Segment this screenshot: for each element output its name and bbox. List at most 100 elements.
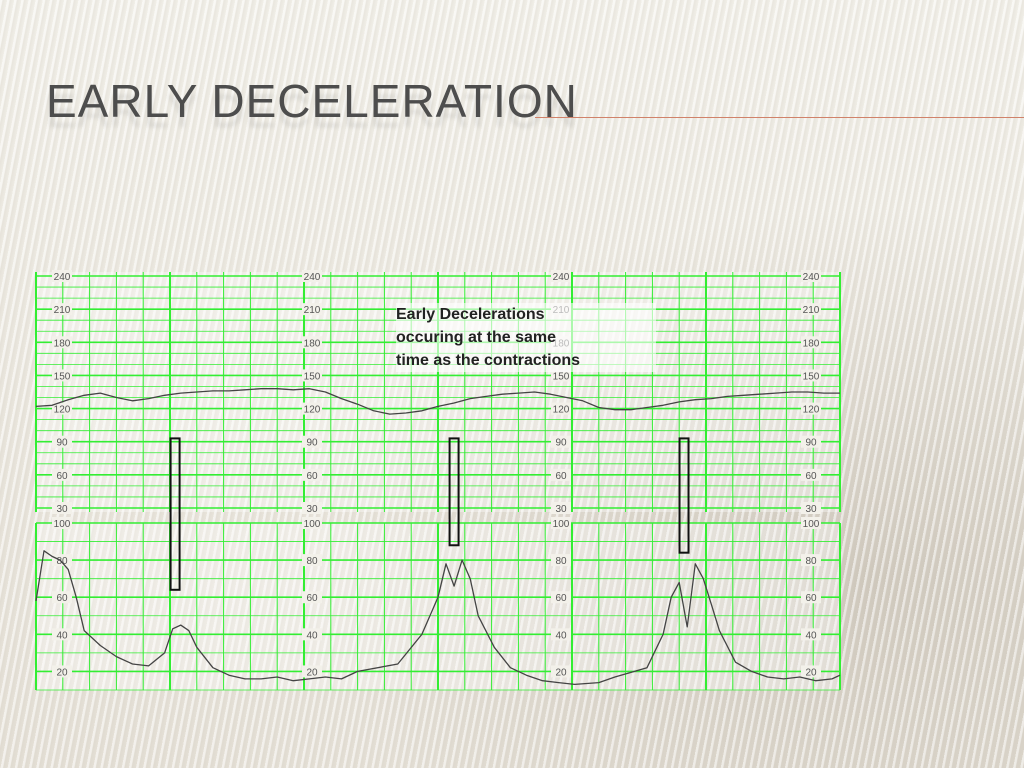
fhr-tick-label: 60 (56, 471, 68, 482)
uc-tick-label-bg (801, 517, 821, 529)
fhr-tick-label-bg (52, 502, 72, 514)
uc-tick-label: 80 (555, 556, 567, 567)
fhr-tick-label-bg (551, 435, 571, 448)
fhr-tick-label-bg (801, 336, 821, 349)
marker-box-1 (169, 437, 181, 591)
fhr-tick-label-bg (801, 270, 821, 282)
fhr-tick-label-bg (801, 502, 821, 514)
annotation-line-2: occuring at the same (396, 329, 557, 346)
fhr-tick-label-bg (52, 303, 72, 316)
title-rule (535, 117, 1024, 118)
slide-title: EARLY DECELERATION (46, 75, 578, 127)
fhr-tick-label: 210 (803, 305, 820, 316)
fhr-tick-label-bg (52, 468, 72, 481)
fhr-tick-label-bg (801, 303, 821, 316)
uc-tick-label-bg (52, 591, 72, 604)
uc-tick-label: 60 (805, 593, 817, 604)
fhr-tick-label: 180 (304, 338, 321, 349)
uc-tick-label-bg (551, 554, 571, 567)
fhr-tick-label-bg (52, 402, 72, 415)
fhr-tick-label: 60 (805, 471, 817, 482)
uc-tick-label-bg (801, 628, 821, 641)
uc-tick-label-bg (801, 665, 821, 678)
uc-tick-label: 100 (803, 519, 820, 530)
fhr-tick-label: 60 (555, 471, 567, 482)
uc-tick-label: 40 (805, 630, 817, 641)
chart-annotation: Early Decelerations occuring at the same… (396, 303, 656, 372)
fhr-tick-label: 90 (805, 438, 817, 449)
fhr-tick-label-bg (302, 502, 322, 514)
fhr-tick-label: 90 (555, 438, 567, 449)
fhr-tick-label: 120 (803, 405, 820, 416)
uc-tick-label: 40 (56, 630, 68, 641)
fhr-tick-label: 210 (54, 305, 71, 316)
fhr-tick-label: 240 (304, 272, 321, 283)
fhr-tick-label: 180 (803, 338, 820, 349)
uc-tick-label: 40 (306, 630, 318, 641)
uc-tick-label-bg (801, 554, 821, 567)
fhr-tick-label-bg (52, 336, 72, 349)
uc-tick-label: 20 (56, 667, 68, 678)
fhr-tick-label-bg (551, 369, 571, 382)
uc-tick-label-bg (551, 665, 571, 678)
fhr-tick-label-bg (801, 402, 821, 415)
uc-tick-label: 60 (56, 593, 68, 604)
fhr-tick-label: 30 (56, 504, 68, 515)
fhr-tick-label: 240 (803, 272, 820, 283)
fhr-tick-label: 240 (54, 272, 71, 283)
uc-tick-label: 40 (555, 630, 567, 641)
annotation-line-3: time as the contractions (396, 352, 581, 369)
uc-tick-label-bg (551, 628, 571, 641)
fhr-tick-label-bg (302, 270, 322, 282)
fhr-tick-label: 60 (306, 471, 318, 482)
uc-tick-label: 20 (555, 667, 567, 678)
fhr-tick-label-bg (302, 369, 322, 382)
fhr-tick-label-bg (302, 303, 322, 316)
uc-tick-label: 20 (805, 667, 817, 678)
uc-tick-label-bg (551, 517, 571, 529)
uc-tick-label-bg (52, 517, 72, 529)
uc-tick-label: 100 (304, 519, 321, 530)
marker-box-2 (448, 437, 460, 547)
uc-tick-label: 80 (805, 556, 817, 567)
uc-tick-label: 80 (306, 556, 318, 567)
uc-tick-label-bg (302, 665, 322, 678)
uc-tick-label: 60 (555, 593, 567, 604)
fhr-tick-label: 150 (304, 371, 321, 382)
fhr-tick-label: 30 (555, 504, 567, 515)
uc-tick-label-bg (52, 628, 72, 641)
uc-tick-label-bg (302, 628, 322, 641)
fhr-tick-label: 90 (56, 438, 68, 449)
annotation-line-1: Early Decelerations (396, 306, 545, 323)
fhr-tick-label: 120 (553, 405, 570, 416)
fhr-tick-label-bg (801, 369, 821, 382)
fhr-tick-label: 120 (304, 405, 321, 416)
fhr-tick-label-bg (302, 435, 322, 448)
fhr-tick-label-bg (551, 468, 571, 481)
uc-tick-label-bg (551, 591, 571, 604)
fhr-tick-label-bg (801, 468, 821, 481)
fhr-tick-label-bg (302, 468, 322, 481)
fhr-trace (35, 388, 840, 415)
fhr-tick-label-bg (302, 402, 322, 415)
uc-tick-label-bg (302, 591, 322, 604)
fhr-tick-label-bg (52, 270, 72, 282)
fhr-tick-label: 150 (803, 371, 820, 382)
fhr-tick-label-bg (52, 369, 72, 382)
fhr-tick-label: 150 (54, 371, 71, 382)
uc-tick-label-bg (302, 554, 322, 567)
uc-tick-label: 100 (553, 519, 570, 530)
fhr-tick-label-bg (52, 435, 72, 448)
uc-tick-label: 100 (54, 519, 71, 530)
fhr-tick-label: 30 (805, 504, 817, 515)
uc-tick-label-bg (52, 665, 72, 678)
fhr-tick-label-bg (551, 502, 571, 514)
uc-tick-label: 20 (306, 667, 318, 678)
fhr-tick-label: 30 (306, 504, 318, 515)
fhr-tick-label-bg (551, 402, 571, 415)
fhr-tick-label: 210 (304, 305, 321, 316)
uc-trace (35, 550, 841, 686)
uc-tick-label-bg (52, 554, 72, 567)
fhr-tick-label-bg (801, 435, 821, 448)
